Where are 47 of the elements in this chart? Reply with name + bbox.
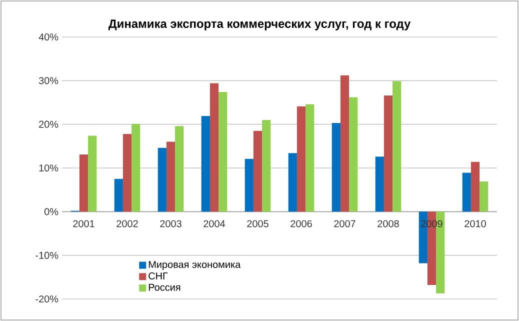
x-tick-label: 2008 [378, 220, 399, 228]
bar [218, 92, 228, 212]
x-tick-label: 2007 [334, 220, 356, 228]
bar [114, 178, 123, 212]
y-tick-label: -10% [36, 252, 58, 259]
bar [332, 123, 340, 212]
y-tick-label: 40% [38, 33, 58, 41]
legend-label: Мировая экономика [148, 261, 241, 270]
bar [210, 83, 219, 212]
y-tick-label: 0% [44, 208, 58, 216]
bar [306, 104, 314, 212]
bar [340, 75, 350, 212]
bar [375, 156, 384, 212]
bar [349, 97, 358, 212]
bar [122, 134, 132, 212]
bar [470, 162, 480, 212]
y-tick-label: 30% [38, 77, 58, 84]
bar [175, 126, 184, 212]
bar [201, 116, 210, 212]
y-tick-label: 20% [39, 120, 58, 128]
y-tick-label: 10% [39, 164, 58, 172]
bar [253, 130, 262, 212]
bar [480, 182, 488, 212]
bar [158, 148, 166, 212]
y-tick-label: -20% [36, 295, 58, 303]
bar [262, 120, 271, 212]
x-tick-label: 2006 [290, 220, 312, 228]
bar [132, 124, 140, 212]
x-tick-label: 2001 [73, 220, 94, 228]
legend-label: СНГ [148, 272, 168, 280]
bar [392, 81, 402, 212]
bar [288, 153, 297, 212]
x-tick-label: 2003 [160, 220, 182, 228]
bar [384, 96, 393, 212]
x-tick-label: 2004 [204, 220, 226, 228]
bar [244, 158, 254, 212]
x-tick-label: 2009 [421, 220, 442, 228]
legend-label: Россия [148, 284, 180, 291]
x-tick-label: 2002 [116, 220, 138, 228]
x-tick-label: 2005 [247, 220, 268, 228]
x-tick-label: 2010 [464, 220, 486, 228]
bar [462, 172, 471, 212]
bar [296, 106, 306, 212]
bar [88, 136, 97, 212]
bar [79, 154, 88, 212]
bar [166, 142, 176, 212]
chart-title: Динамика экспорта коммерческих услуг, год к году [108, 20, 411, 30]
